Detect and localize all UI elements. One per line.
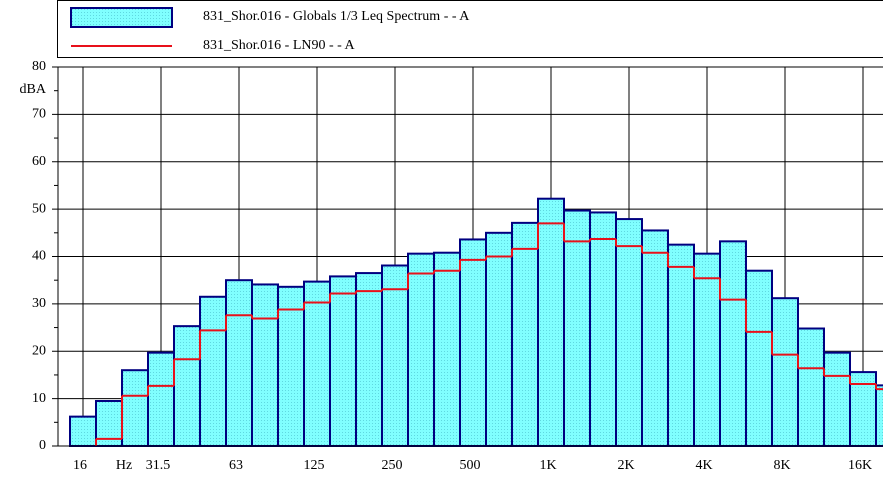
y-tick-label: 40 xyxy=(32,249,46,264)
x-tick-label: 1K xyxy=(539,458,556,473)
bar xyxy=(173,325,201,447)
bar xyxy=(407,252,435,447)
x-tick-label: 63 xyxy=(229,458,243,473)
bar xyxy=(251,283,279,448)
x-tick-label: 125 xyxy=(304,458,325,473)
legend-label: 831_Shor.016 - Globals 1/3 Leq Spectrum … xyxy=(203,9,470,24)
bar xyxy=(719,240,747,447)
bar xyxy=(823,351,851,448)
bar xyxy=(381,264,409,447)
y-axis-label: dBA xyxy=(20,82,47,97)
y-tick-label: 80 xyxy=(32,59,46,74)
legend-swatch xyxy=(70,7,173,28)
bar xyxy=(303,280,331,448)
bar xyxy=(199,295,227,447)
y-tick-label: 50 xyxy=(32,201,46,216)
bar xyxy=(771,297,799,447)
bar xyxy=(459,238,487,447)
legend: 831_Shor.016 - Globals 1/3 Leq Spectrum … xyxy=(70,7,470,53)
x-tick-label: 500 xyxy=(460,458,481,473)
x-tick-label: 4K xyxy=(695,458,712,473)
bar xyxy=(589,211,617,447)
y-tick-label: 20 xyxy=(32,343,46,358)
bar xyxy=(69,415,97,448)
bar xyxy=(537,197,565,447)
x-tick-label: 16K xyxy=(848,458,872,473)
x-tick-label: 250 xyxy=(382,458,403,473)
y-tick-label: 30 xyxy=(32,296,46,311)
legend-box xyxy=(57,0,883,58)
x-axis-label: Hz xyxy=(116,458,132,473)
bar xyxy=(641,229,669,447)
bar xyxy=(875,384,883,447)
bar xyxy=(147,351,175,448)
bar xyxy=(329,275,357,447)
bar xyxy=(433,251,461,447)
bar xyxy=(797,327,825,448)
y-tick-label: 0 xyxy=(39,438,46,453)
plot-area xyxy=(69,197,883,448)
bar xyxy=(485,231,513,447)
bar xyxy=(277,285,305,447)
x-tick-label: 2K xyxy=(617,458,634,473)
bar xyxy=(511,221,539,447)
bar xyxy=(225,279,253,447)
y-tick-label: 70 xyxy=(32,107,46,122)
x-tick-label: 16 xyxy=(73,458,87,473)
bar xyxy=(615,218,643,447)
bar xyxy=(563,209,591,447)
x-tick-label: 31.5 xyxy=(146,458,171,473)
y-tick-label: 60 xyxy=(32,154,46,169)
y-tick-label: 10 xyxy=(32,391,46,406)
bar xyxy=(745,269,773,447)
x-tick-label: 8K xyxy=(773,458,790,473)
bar xyxy=(693,252,721,447)
bar xyxy=(355,272,383,447)
axes: 0 10 20 30 40 50 60 70 80 dBA 16 31.5 63 125 250 500 1K 2… xyxy=(20,59,883,473)
bar xyxy=(121,369,149,448)
legend-label: 831_Shor.016 - LN90 - - A xyxy=(203,38,356,53)
bar xyxy=(667,243,695,447)
